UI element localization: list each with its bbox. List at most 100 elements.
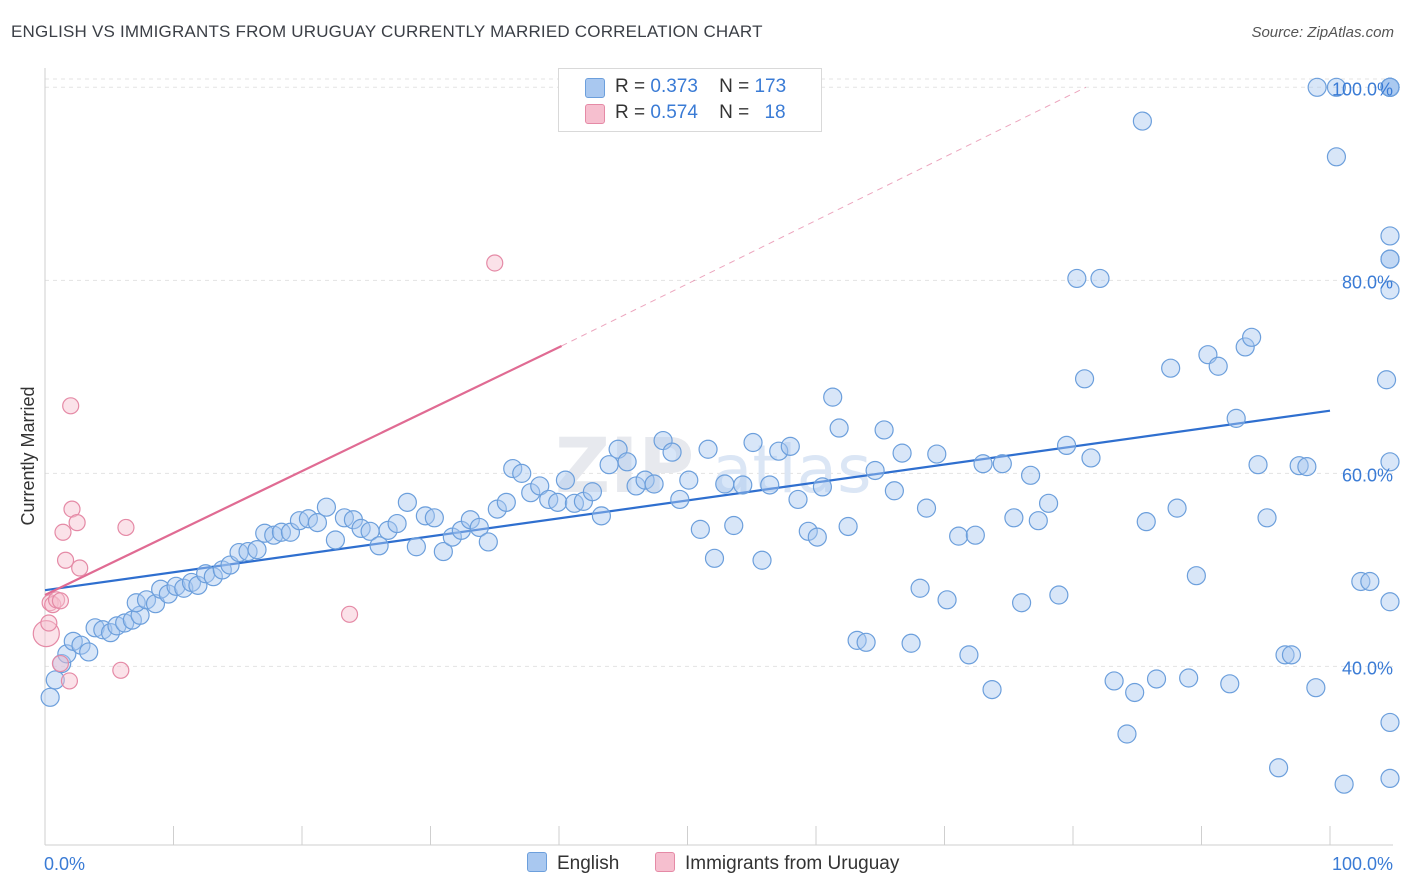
english-point: [1380, 592, 1400, 612]
english-point: [1307, 77, 1327, 97]
y-axis-title: Currently Married: [18, 386, 38, 525]
english-point: [823, 387, 843, 407]
english-point: [1208, 356, 1228, 376]
english-point: [503, 458, 523, 479]
english-point: [698, 439, 718, 459]
english-point: [1117, 724, 1137, 744]
english-point: [927, 444, 947, 464]
english-point: [1090, 268, 1110, 289]
english-point: [1380, 226, 1400, 246]
y-tick-label: 60.0%: [1342, 465, 1393, 485]
uruguay-point: [112, 661, 130, 679]
english-point: [1380, 77, 1400, 97]
legend-swatch-uruguay: [585, 104, 605, 124]
english-point: [1326, 77, 1347, 97]
uruguay-point: [62, 397, 80, 415]
tick-labels: 40.0% 60.0% 80.0% 100.0% 0.0% 100.0% Currently…: [18, 79, 1393, 874]
english-point: [1289, 456, 1309, 476]
english-point: [724, 515, 744, 536]
legend-n-value-english: 173: [754, 76, 787, 97]
english-point: [1104, 671, 1124, 691]
uruguay-point: [32, 620, 60, 648]
english-point: [145, 594, 166, 614]
english-point: [1235, 337, 1255, 357]
english-point: [1056, 435, 1077, 455]
legend-n-value-uruguay: 18: [764, 102, 786, 123]
english-point: [555, 470, 576, 490]
english-point: [644, 474, 664, 494]
english-point: [1380, 712, 1400, 733]
uruguay-point: [56, 551, 75, 569]
uruguay-point: [51, 592, 70, 610]
english-point: [85, 618, 105, 638]
english-point: [1334, 774, 1354, 794]
english-point: [838, 516, 858, 537]
uruguay-point: [54, 523, 72, 541]
english-point: [910, 578, 930, 598]
legend-n-label: N =: [719, 102, 750, 123]
english-point: [760, 475, 780, 495]
english-point: [548, 492, 568, 512]
legend-r-label: R =: [615, 76, 646, 97]
english-point: [715, 474, 735, 494]
series-legend-english: English: [527, 852, 619, 875]
uruguay-point: [40, 614, 58, 632]
english-point: [892, 443, 912, 463]
english-point: [662, 442, 682, 462]
english-point: [406, 537, 426, 557]
legend-n-label: N =: [719, 76, 750, 97]
uruguay-point: [486, 254, 504, 272]
english-point: [478, 532, 498, 552]
english-point: [937, 590, 957, 610]
x-tick-label: 100.0%: [1332, 854, 1393, 874]
y-tick-label: 100.0%: [1332, 79, 1393, 99]
english-point: [769, 441, 789, 461]
english-point: [369, 536, 389, 556]
english-point: [496, 492, 516, 512]
series-name-english: English: [557, 853, 620, 874]
english-point: [1242, 327, 1262, 347]
english-point: [788, 489, 808, 510]
english-point: [1020, 465, 1041, 485]
english-point: [1161, 358, 1181, 378]
english-point: [1281, 645, 1302, 665]
trend-line-english: [44, 409, 1331, 592]
english-point: [1380, 768, 1400, 789]
english-point: [704, 548, 725, 568]
english-point: [307, 513, 328, 533]
axes: [44, 68, 1393, 846]
english-point: [1326, 147, 1347, 167]
english-point: [397, 492, 417, 512]
english-point: [617, 452, 637, 472]
english-points: [40, 77, 1400, 794]
english-point: [865, 460, 885, 481]
english-point: [901, 633, 921, 653]
english-point: [743, 432, 763, 453]
english-point: [512, 463, 532, 483]
english-point: [690, 519, 710, 539]
english-point: [1226, 408, 1246, 428]
watermark-text: atlas: [712, 431, 872, 508]
english-point: [1146, 669, 1167, 689]
english-point: [752, 550, 772, 570]
english-point: [856, 632, 876, 652]
english-point: [591, 506, 612, 526]
english-point: [174, 578, 194, 598]
english-point: [115, 613, 135, 633]
trend-line-uruguay-extension: [561, 86, 1087, 347]
uruguay-point: [71, 559, 89, 577]
english-point: [1380, 452, 1400, 472]
english-point: [166, 576, 186, 596]
english-point: [188, 575, 208, 595]
series-swatch-uruguay: [655, 852, 675, 872]
english-point: [679, 470, 699, 490]
english-point: [57, 644, 77, 664]
english-point: [1125, 682, 1145, 703]
y-tick-label: 40.0%: [1342, 658, 1393, 678]
uruguay-points: [32, 254, 504, 690]
english-point: [79, 642, 99, 662]
english-point: [387, 513, 407, 534]
english-point: [469, 517, 489, 538]
english-point: [433, 541, 453, 562]
